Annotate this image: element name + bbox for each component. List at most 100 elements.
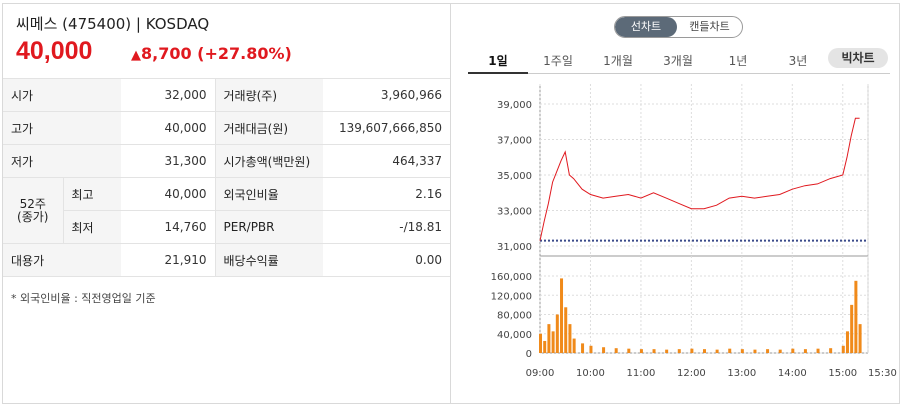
stock-widget: 씨메스 (475400) | KOSDAQ 40,000 ▲8,700 (+27…: [2, 3, 900, 404]
volume-tick-label: 80,000: [497, 311, 532, 322]
tab-1month[interactable]: 1개월: [603, 54, 633, 68]
volume-bar: [753, 349, 757, 353]
x-tick-label: 09:00: [526, 368, 555, 379]
stock-title: 씨메스 (475400) | KOSDAQ: [16, 15, 210, 33]
per-pbr-label: PER/PBR: [214, 210, 323, 244]
volume-value: 3,960,966: [323, 78, 450, 112]
volume-bar: [715, 349, 719, 353]
volume-bar: [850, 304, 854, 353]
table-row: 52주 (종가) 최고 40,000 외국인비율 2.16: [3, 177, 450, 244]
high-label: 고가: [3, 111, 121, 145]
price-tick-label: 35,000: [497, 171, 532, 182]
tab-1week[interactable]: 1주일: [543, 54, 573, 68]
table-row: 대용가 21,910 배당수익률 0.00: [3, 243, 450, 277]
open-value: 32,000: [121, 78, 215, 112]
volume-bar: [572, 338, 576, 353]
price-change: ▲8,700 (+27.80%): [131, 44, 292, 63]
stock-chart: 09:00 10:00 11:00 12:00 13:00 14:00 15:00 15:30…: [491, 84, 897, 379]
tab-3month[interactable]: 3개월: [663, 54, 693, 68]
price-tick-label: 39,000: [497, 100, 532, 111]
per-pbr-value: -/18.81: [323, 210, 450, 244]
volume-tick-label: 160,000: [491, 272, 532, 283]
tab-3year[interactable]: 3년: [788, 54, 808, 68]
x-tick-label: 15:00: [828, 368, 857, 379]
volume-bar: [560, 278, 564, 353]
stock-info-panel: 씨메스 (475400) | KOSDAQ 40,000 ▲8,700 (+27…: [3, 4, 451, 403]
volume-bar: [589, 345, 593, 353]
w52-low-value: 14,760: [121, 210, 215, 244]
candle-chart-button[interactable]: 캔들차트: [689, 20, 730, 33]
x-tick-label: 14:00: [778, 368, 807, 379]
volume-bar: [568, 324, 572, 353]
volume-bar: [854, 280, 858, 353]
volume-bar: [766, 349, 770, 353]
volume-label: 거래량(주): [214, 78, 323, 112]
volume-tick-label: 0: [526, 349, 532, 360]
stock-info-table: 시가 32,000 거래량(주) 3,960,966 고가 40,000 거래대…: [3, 78, 450, 277]
high-value: 40,000: [121, 111, 215, 145]
volume-bar: [677, 349, 681, 353]
big-chart-button[interactable]: 빅차트: [828, 48, 888, 68]
ref-price-value: 21,910: [121, 243, 215, 277]
table-row: 최저 14,760 PER/PBR -/18.81: [3, 210, 450, 244]
foreign-ratio-note: * 외국인비율 : 직전영업일 기준: [11, 292, 156, 305]
volume-bar: [829, 348, 833, 353]
foreign-ratio-label: 외국인비율: [214, 177, 323, 211]
low-value: 31,300: [121, 144, 215, 178]
change-value: 8,700 (+27.80%): [141, 44, 292, 63]
w52-low-label: 최저: [62, 210, 121, 244]
active-tab-indicator: [468, 72, 528, 74]
w52-label: 52주 (종가): [3, 177, 63, 244]
chart-type-toggle: 선차트 캔들차트: [614, 16, 743, 38]
tab-1year[interactable]: 1년: [728, 54, 748, 68]
volume-bar: [555, 314, 559, 353]
table-row: 시가 32,000 거래량(주) 3,960,966: [3, 78, 450, 112]
volume-bar: [551, 331, 555, 353]
current-price: 40,000: [16, 37, 93, 65]
volume-bar: [845, 331, 849, 353]
volume-bar: [543, 340, 547, 353]
volume-bar: [602, 347, 606, 353]
x-tick-label: 15:30: [868, 368, 897, 379]
foreign-ratio-value: 2.16: [323, 177, 450, 211]
market-cap-value: 464,337: [323, 144, 450, 178]
tab-1day[interactable]: 1일: [488, 54, 508, 68]
price-tick-label: 37,000: [497, 136, 532, 147]
x-tick-label: 12:00: [677, 368, 706, 379]
w52-high-value: 40,000: [121, 177, 215, 211]
volume-bar: [703, 349, 706, 353]
volume-bar: [858, 324, 862, 353]
volume-bar: [728, 348, 732, 353]
volume-bar: [539, 333, 542, 353]
x-tick-label: 10:00: [576, 368, 605, 379]
amount-value: 139,607,666,850: [323, 111, 450, 145]
volume-bar: [841, 345, 845, 353]
table-row: 저가 31,300 시가총액(백만원) 464,337: [3, 144, 450, 178]
volume-bar: [665, 349, 669, 353]
volume-bar: [778, 349, 782, 353]
amount-label: 거래대금(원): [214, 111, 323, 145]
up-arrow-icon: ▲: [131, 48, 141, 63]
volume-bar: [652, 349, 656, 353]
volume-bar: [803, 349, 807, 353]
price-series-line: [539, 117, 860, 241]
table-row: 고가 40,000 거래대금(원) 139,607,666,850: [3, 111, 450, 145]
market-cap-label: 시가총액(백만원): [214, 144, 323, 178]
x-tick-label: 13:00: [727, 368, 756, 379]
w52-high-label: 최고: [62, 177, 121, 211]
volume-bar: [627, 348, 631, 353]
dividend-value: 0.00: [323, 243, 450, 277]
volume-bar: [740, 349, 744, 353]
low-label: 저가: [3, 144, 121, 178]
volume-bar: [547, 324, 551, 353]
dividend-label: 배당수익률: [214, 243, 323, 277]
volume-bar: [690, 348, 694, 353]
price-tick-label: 33,000: [497, 207, 532, 218]
volume-bar: [581, 343, 585, 353]
volume-tick-label: 40,000: [497, 330, 532, 341]
volume-tick-label: 120,000: [491, 291, 532, 302]
price-tick-label: 31,000: [497, 242, 532, 253]
line-chart-button[interactable]: 선차트: [615, 17, 677, 37]
x-tick-label: 11:00: [627, 368, 656, 379]
ref-price-label: 대용가: [3, 243, 121, 277]
